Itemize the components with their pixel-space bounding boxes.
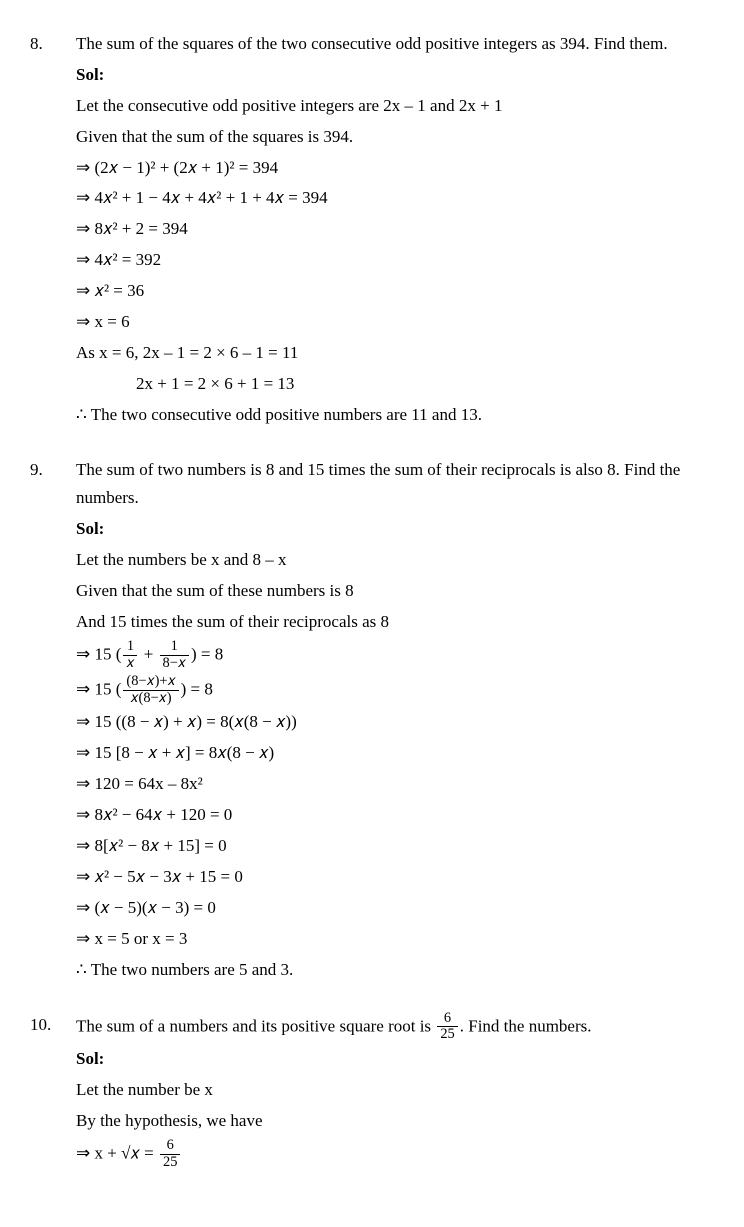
frac-top: 6 [437,1011,457,1028]
text-fragment: . Find the numbers. [460,1016,592,1035]
question-text: The sum of two numbers is 8 and 15 times… [76,456,714,514]
frac-bot: 𝑥 [123,656,137,672]
frac-top: (8−𝑥)+𝑥 [123,674,178,691]
fraction: 18−𝑥 [160,639,189,672]
solution-line: As x = 6, 2x – 1 = 2 × 6 – 1 = 11 [76,339,714,368]
question-text: The sum of a numbers and its positive sq… [76,1011,714,1044]
problem-number: 9. [30,456,76,987]
solution-line-frac: ⇒ 15 (1𝑥 + 18−𝑥) = 8 [76,639,714,672]
frac-bot: 25 [160,1155,180,1171]
solution-line: ⇒ 𝑥² − 5𝑥 − 3𝑥 + 15 = 0 [76,863,714,892]
problem-content: The sum of a numbers and its positive sq… [76,1011,714,1173]
solution-line: ⇒ 4𝑥² + 1 − 4𝑥 + 4𝑥² + 1 + 4𝑥 = 394 [76,184,714,213]
fraction: 625 [160,1138,180,1171]
solution-line: ⇒ 15 [8 − 𝑥 + 𝑥] = 8𝑥(8 − 𝑥) [76,739,714,768]
question-text: The sum of the squares of the two consec… [76,30,714,59]
problem-9: 9. The sum of two numbers is 8 and 15 ti… [30,456,714,987]
text-fragment: ) = 8 [191,644,223,663]
text-fragment: ⇒ x + √𝑥 = [76,1143,158,1162]
solution-line: Let the consecutive odd positive integer… [76,92,714,121]
solution-line: ⇒ 4𝑥² = 392 [76,246,714,275]
solution-label: Sol: [76,61,714,90]
problem-10: 10. The sum of a numbers and its positiv… [30,1011,714,1173]
text-fragment: ) = 8 [181,679,213,698]
solution-label: Sol: [76,1045,714,1074]
frac-bot: 8−𝑥 [160,656,189,672]
frac-top: 1 [160,639,189,656]
text-fragment: ⇒ 15 ( [76,644,121,663]
text-fragment: + [139,644,157,663]
fraction: 625 [437,1011,457,1044]
solution-line: By the hypothesis, we have [76,1107,714,1136]
problem-number: 8. [30,30,76,432]
problem-content: The sum of the squares of the two consec… [76,30,714,432]
solution-line: ⇒ x = 6 [76,308,714,337]
solution-line: ⇒ (2𝑥 − 1)² + (2𝑥 + 1)² = 394 [76,154,714,183]
problem-8: 8. The sum of the squares of the two con… [30,30,714,432]
problem-content: The sum of two numbers is 8 and 15 times… [76,456,714,987]
solution-line-frac: ⇒ x + √𝑥 = 625 [76,1138,714,1171]
fraction: 1𝑥 [123,639,137,672]
solution-line: ⇒ 15 ((8 − 𝑥) + 𝑥) = 8(𝑥(8 − 𝑥)) [76,708,714,737]
solution-line: ⇒ 8𝑥² + 2 = 394 [76,215,714,244]
frac-top: 1 [123,639,137,656]
solution-line: ⇒ 8[𝑥² − 8𝑥 + 15] = 0 [76,832,714,861]
frac-top: 6 [160,1138,180,1155]
solution-line: And 15 times the sum of their reciprocal… [76,608,714,637]
solution-label: Sol: [76,515,714,544]
problem-number: 10. [30,1011,76,1173]
solution-line: ⇒ x = 5 or x = 3 [76,925,714,954]
solution-line: Given that the sum of these numbers is 8 [76,577,714,606]
text-fragment: The sum of a numbers and its positive sq… [76,1016,435,1035]
solution-line: ∴ The two numbers are 5 and 3. [76,956,714,985]
solution-line: ⇒ 8𝑥² − 64𝑥 + 120 = 0 [76,801,714,830]
frac-bot: 𝑥(8−𝑥) [123,691,178,707]
fraction: (8−𝑥)+𝑥𝑥(8−𝑥) [123,674,178,707]
conclusion-line: ∴ The two consecutive odd positive numbe… [76,401,714,430]
solution-line: ⇒ (𝑥 − 5)(𝑥 − 3) = 0 [76,894,714,923]
solution-line: ⇒ 120 = 64x – 8x² [76,770,714,799]
solution-line: ⇒ 𝑥² = 36 [76,277,714,306]
solution-line-frac: ⇒ 15 ((8−𝑥)+𝑥𝑥(8−𝑥)) = 8 [76,674,714,707]
solution-line: Let the number be x [76,1076,714,1105]
solution-line: Let the numbers be x and 8 – x [76,546,714,575]
solution-line-indent: 2x + 1 = 2 × 6 + 1 = 13 [76,370,714,399]
text-fragment: ⇒ 15 ( [76,679,121,698]
solution-line: Given that the sum of the squares is 394… [76,123,714,152]
frac-bot: 25 [437,1027,457,1043]
